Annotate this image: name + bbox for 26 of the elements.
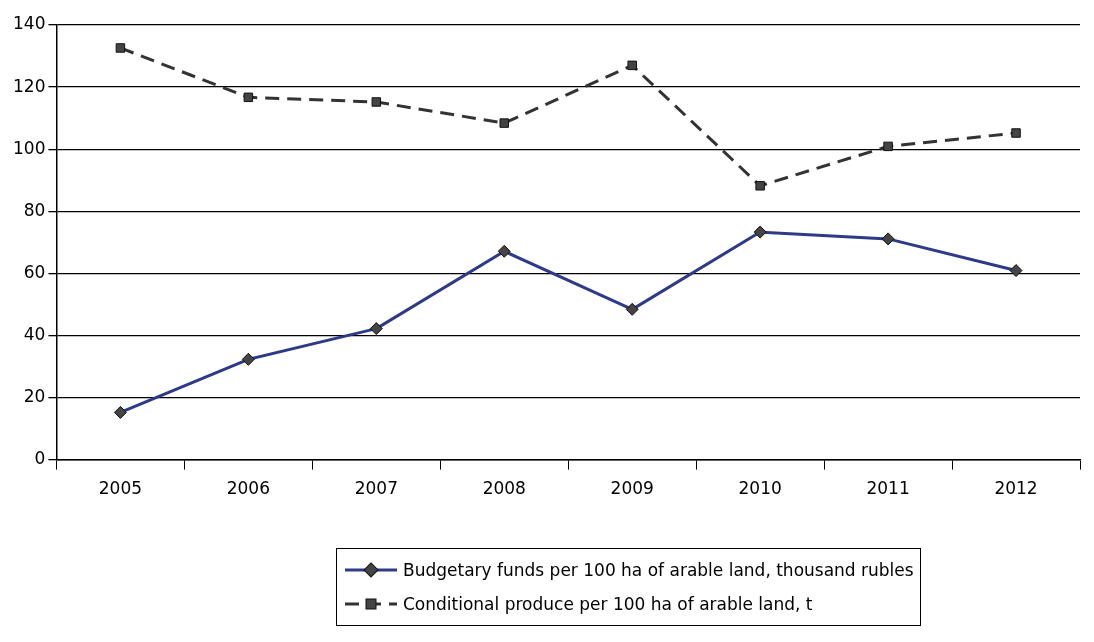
- x-tick-label: 2011: [866, 478, 910, 499]
- point: [499, 118, 509, 128]
- point: [371, 97, 382, 107]
- point: [115, 43, 126, 53]
- y-tick-label: 60: [23, 261, 46, 282]
- x-tick-label: 2010: [738, 478, 782, 499]
- point: [883, 141, 893, 152]
- y-tick-label: 100: [12, 137, 46, 158]
- y-tick-label: 120: [12, 75, 46, 96]
- x-tick-label: 2006: [226, 478, 270, 499]
- y-tick-label: 0: [34, 448, 46, 469]
- x-tick-label: 2012: [994, 478, 1038, 499]
- x-tick-label: 2009: [610, 478, 654, 499]
- x-tick-label: 2008: [482, 478, 526, 499]
- point: [1011, 128, 1021, 138]
- x-tick-label: 2007: [354, 478, 398, 499]
- y-tick-label: 140: [12, 13, 46, 34]
- point: [627, 60, 637, 71]
- point: [243, 92, 254, 103]
- y-tick-label: 20: [23, 385, 46, 406]
- point: [755, 181, 765, 191]
- legend-label: Budgetary funds per 100 ha of arable land, thousand rubles: [403, 560, 914, 580]
- x-tick-label: 2005: [98, 478, 143, 499]
- y-tick-label: 40: [23, 323, 46, 344]
- legend-label: Conditional produce per 100 ha of arable land, t: [403, 594, 813, 614]
- y-tick-label: 80: [23, 199, 46, 220]
